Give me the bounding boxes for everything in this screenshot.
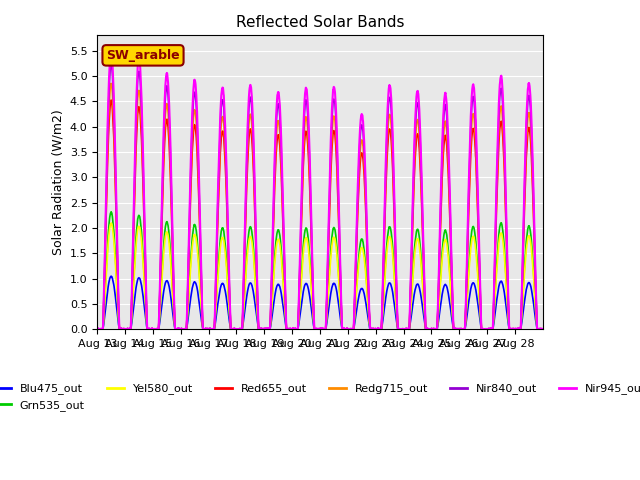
Grn535_out	[533, 322, 541, 328]
Nir945_out	[93, 326, 101, 332]
Redg715_out	[234, 326, 242, 332]
Yel580_out	[346, 326, 354, 332]
Redg715_out	[138, 141, 146, 147]
Y-axis label: Solar Radiation (W/m2): Solar Radiation (W/m2)	[51, 109, 64, 255]
Line: Blu475_out: Blu475_out	[97, 276, 543, 329]
Grn535_out	[93, 326, 101, 332]
Nir945_out	[533, 316, 541, 322]
Line: Yel580_out: Yel580_out	[97, 223, 543, 329]
Redg715_out	[93, 326, 101, 332]
Nir840_out	[93, 326, 101, 332]
Red655_out	[107, 97, 115, 103]
Nir945_out	[454, 326, 461, 332]
Redg715_out	[107, 81, 115, 86]
Yel580_out	[138, 246, 146, 252]
Nir840_out	[93, 326, 101, 332]
Yel580_out	[479, 326, 486, 332]
Blu475_out	[346, 326, 354, 332]
Nir945_out	[93, 326, 101, 332]
Grn535_out	[479, 326, 486, 332]
Grn535_out	[539, 326, 547, 332]
Red655_out	[93, 326, 101, 332]
Grn535_out	[346, 326, 354, 332]
Line: Redg715_out: Redg715_out	[97, 84, 543, 329]
Blu475_out	[533, 324, 541, 330]
Red655_out	[454, 326, 461, 332]
Grn535_out	[454, 326, 461, 332]
Nir840_out	[454, 326, 461, 332]
Redg715_out	[533, 318, 541, 324]
Nir945_out	[539, 326, 547, 332]
Red655_out	[479, 326, 486, 332]
Red655_out	[533, 318, 541, 324]
Blu475_out	[138, 287, 146, 292]
Title: Reflected Solar Bands: Reflected Solar Bands	[236, 15, 404, 30]
Red655_out	[539, 326, 547, 332]
Grn535_out	[107, 209, 115, 215]
Yel580_out	[107, 220, 115, 226]
Text: SW_arable: SW_arable	[106, 49, 180, 62]
Legend: Blu475_out, Grn535_out, Yel580_out, Red655_out, Redg715_out, Nir840_out, Nir945_: Blu475_out, Grn535_out, Yel580_out, Red6…	[0, 379, 640, 415]
Yel580_out	[234, 326, 242, 332]
Blu475_out	[234, 326, 242, 332]
Blu475_out	[539, 326, 547, 332]
Yel580_out	[93, 326, 101, 332]
Nir840_out	[107, 61, 115, 67]
Yel580_out	[539, 326, 547, 332]
Redg715_out	[454, 326, 461, 332]
Blu475_out	[93, 326, 101, 332]
Red655_out	[234, 326, 242, 332]
Nir945_out	[107, 47, 115, 53]
Blu475_out	[479, 326, 486, 332]
Nir945_out	[479, 326, 486, 332]
Yel580_out	[454, 326, 461, 332]
Blu475_out	[107, 273, 115, 279]
Line: Red655_out: Red655_out	[97, 100, 543, 329]
Red655_out	[138, 154, 146, 159]
Redg715_out	[346, 326, 354, 332]
Line: Grn535_out: Grn535_out	[97, 212, 543, 329]
Yel580_out	[533, 323, 541, 328]
Redg715_out	[539, 326, 547, 332]
Line: Nir945_out: Nir945_out	[97, 50, 543, 329]
Nir945_out	[138, 116, 146, 121]
Red655_out	[346, 326, 354, 332]
Blu475_out	[93, 326, 101, 332]
Nir945_out	[234, 326, 242, 332]
Red655_out	[93, 326, 101, 332]
Grn535_out	[93, 326, 101, 332]
Redg715_out	[479, 326, 486, 332]
Nir945_out	[346, 326, 354, 332]
Nir840_out	[539, 326, 547, 332]
Grn535_out	[234, 326, 242, 332]
Yel580_out	[93, 326, 101, 332]
Nir840_out	[138, 126, 146, 132]
Nir840_out	[533, 317, 541, 323]
Nir840_out	[346, 326, 354, 332]
Line: Nir840_out: Nir840_out	[97, 64, 543, 329]
Nir840_out	[234, 326, 242, 332]
Blu475_out	[454, 326, 461, 332]
Nir840_out	[479, 326, 486, 332]
Grn535_out	[138, 238, 146, 244]
Redg715_out	[93, 326, 101, 332]
